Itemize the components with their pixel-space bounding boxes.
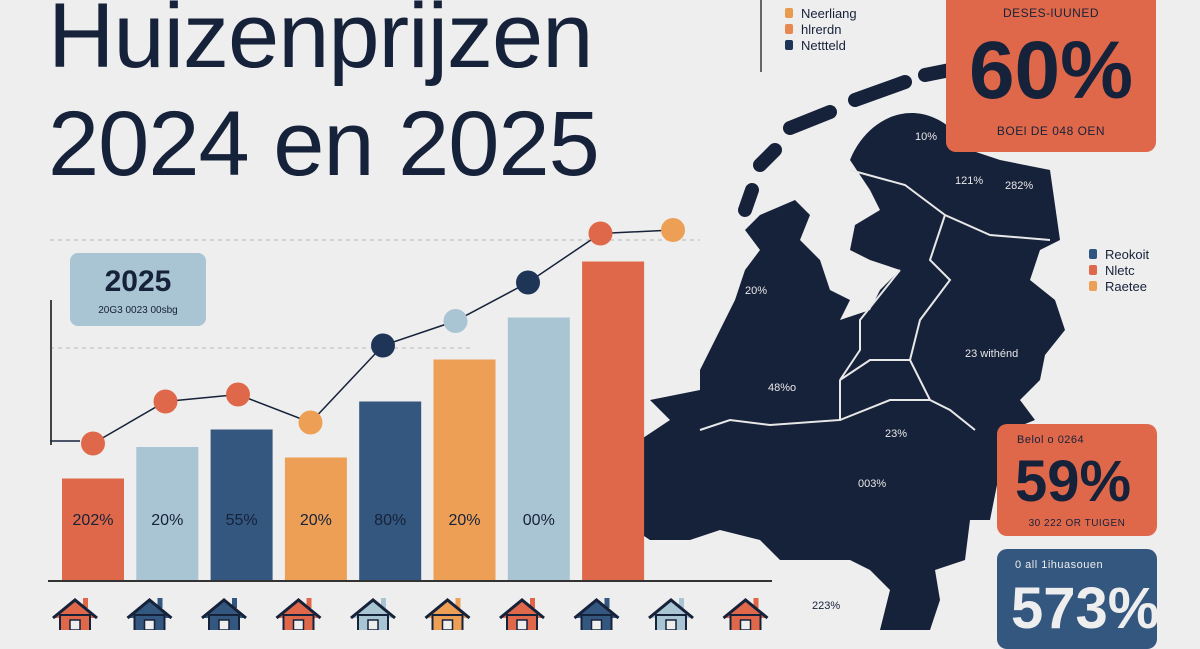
- legend-label: Reokoit: [1105, 246, 1150, 262]
- bar-label: 55%: [226, 512, 258, 529]
- title-line-2: 2024 en 2025: [48, 93, 600, 195]
- netherlands-map: 10% 121% 282% 20% 23 withénd 48%o 23% 00…: [610, 63, 1065, 630]
- map-label: 23 withénd: [965, 348, 1018, 360]
- year-sublabel: 20G3 0023 00sbg: [98, 305, 178, 316]
- legend-item: Nletc: [1089, 262, 1149, 278]
- legend-label: Nettteld: [801, 37, 846, 53]
- house-icon: [52, 598, 98, 630]
- map-label: 20%: [745, 285, 767, 297]
- card-top-label: 0 all 1ihuasouen: [1015, 559, 1104, 571]
- province-borders: [699, 169, 1051, 431]
- legend-label: Neerliang: [801, 5, 857, 21]
- legend-top: Neerliang hlrerdn Nettteld: [785, 5, 857, 53]
- map-label: 23%: [885, 428, 907, 440]
- map-label: 282%: [1005, 180, 1033, 192]
- house-icon: [573, 598, 620, 630]
- line-point: [153, 389, 178, 414]
- legend-item: Reokoit: [1089, 246, 1149, 262]
- bar: [433, 359, 496, 580]
- card-bottom-label: 30 222 OR TUIGEN: [1028, 517, 1126, 529]
- legend-item: hlrerdn: [785, 21, 857, 37]
- line-point: [661, 218, 685, 242]
- house-icon: [126, 598, 173, 630]
- legend-item: Nettteld: [785, 37, 857, 53]
- bar: [62, 478, 124, 580]
- legend-swatch: [1089, 281, 1097, 291]
- bar-line-chart: 202% 20% 55% 20% 80% 20% 00%: [48, 218, 772, 630]
- year-label: 2025: [104, 265, 172, 298]
- card-top-label: Belol o 0264: [1017, 434, 1085, 446]
- line-point: [298, 410, 323, 435]
- card-value: 59%: [1015, 449, 1132, 514]
- legend-swatch: [785, 8, 793, 18]
- stat-card-60: DESES-lUUNED 60% BOEl DE 048 OEN: [946, 0, 1156, 152]
- legend-swatch: [1089, 249, 1097, 259]
- bar-label: 00%: [523, 512, 555, 529]
- card-bottom-label: BOEl DE 048 OEN: [996, 124, 1106, 139]
- bar-label: 20%: [448, 512, 480, 529]
- map-label: 10%: [915, 131, 937, 143]
- stat-card-59: Belol o 0264 59% 30 222 OR TUIGEN: [997, 424, 1157, 536]
- bar: [359, 401, 422, 580]
- map-label: 121%: [955, 175, 983, 187]
- house-icon: [499, 598, 545, 630]
- bar-label: 20%: [300, 512, 332, 529]
- bar: [136, 447, 199, 580]
- page-title: Huizenprijzen 2024 en 2025: [48, 0, 600, 198]
- legend-label: Raetee: [1105, 278, 1147, 294]
- house-icon: [722, 598, 769, 630]
- legend-label: hlrerdn: [801, 21, 842, 37]
- legend-swatch: [785, 24, 793, 34]
- line-point: [371, 333, 395, 358]
- line-point: [516, 270, 540, 295]
- bar-label: 202%: [73, 512, 114, 529]
- house-icon: [275, 598, 322, 630]
- bar-label: 20%: [151, 512, 183, 529]
- divider: [760, 0, 762, 72]
- wadden-islands: [738, 63, 957, 217]
- legend-item: Neerliang: [785, 5, 857, 21]
- line-point: [226, 382, 250, 407]
- line-point: [443, 309, 468, 333]
- bar: [210, 429, 273, 580]
- legend-label: Nletc: [1105, 262, 1135, 278]
- house-icon: [648, 598, 694, 630]
- legend-right: Reokoit Nletc Raetee: [1089, 246, 1149, 294]
- bar: [284, 457, 347, 580]
- house-icon: [350, 598, 396, 630]
- house-icon: [424, 598, 471, 630]
- map-label: 48%o: [768, 382, 796, 394]
- year-box-2025: 2025 20G3 0023 00sbg: [70, 253, 206, 326]
- legend-swatch: [785, 40, 793, 50]
- bar: [507, 317, 570, 580]
- card-top-label: DESES-lUUNED: [1002, 6, 1099, 20]
- map-label: 223%: [812, 600, 840, 612]
- house-icon: [201, 598, 247, 630]
- map-label: 003%: [858, 478, 886, 490]
- bar: [582, 261, 645, 580]
- card-value: 60%: [968, 25, 1134, 116]
- map-land: [610, 112, 1065, 630]
- bar-label: 80%: [374, 512, 406, 529]
- legend-swatch: [1089, 265, 1097, 275]
- legend-item: Raetee: [1089, 278, 1149, 294]
- title-line-1: Huizenprijzen: [48, 0, 593, 87]
- line-point: [81, 431, 105, 456]
- line-point: [588, 221, 613, 246]
